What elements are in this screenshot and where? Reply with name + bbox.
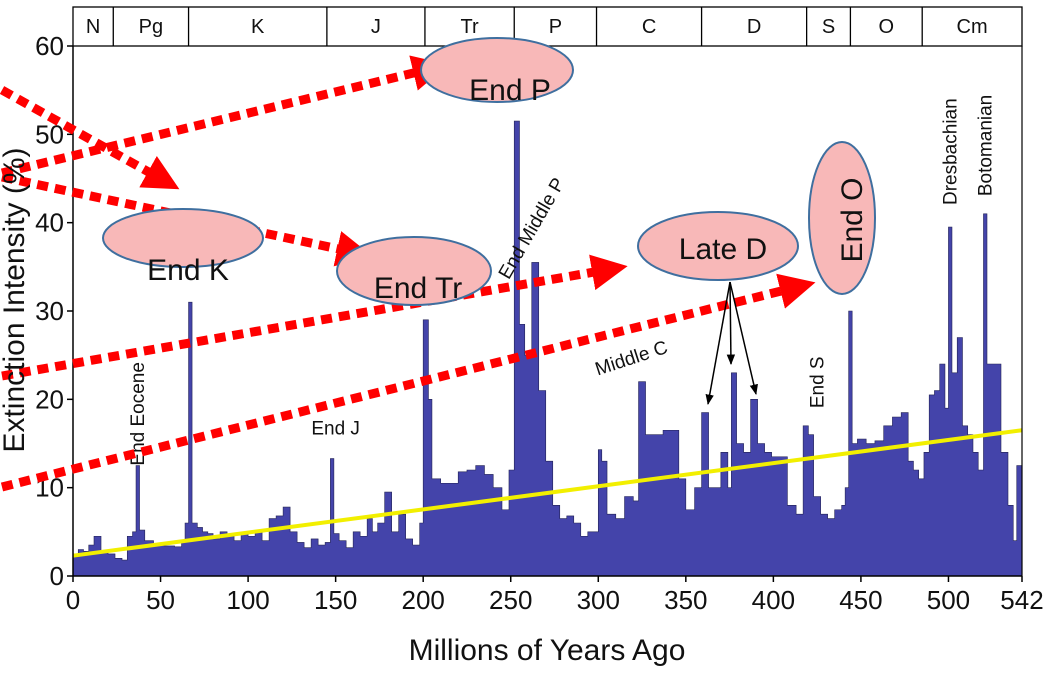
y-tick-label: 0 <box>50 561 64 591</box>
arrow-to-end-k <box>0 86 180 190</box>
callout-late-d-label: Late D <box>679 233 767 266</box>
period-label: C <box>642 16 656 38</box>
x-tick-label: 350 <box>664 585 707 615</box>
x-tick-label: 500 <box>927 585 970 615</box>
callout-end-p-label: End P <box>469 74 551 107</box>
pointer-2 <box>726 281 736 366</box>
trend-line <box>72 428 1023 558</box>
callout-end-p: End P <box>420 37 574 107</box>
x-tick-label: 100 <box>226 585 269 615</box>
late-d-pointers <box>705 281 758 406</box>
callout-end-tr-label: End Tr <box>374 272 462 305</box>
x-tick-label: 150 <box>314 585 357 615</box>
y-tick-label: 30 <box>35 296 64 326</box>
y-tick-label: 60 <box>35 31 64 61</box>
annotation-label: Dresbachian <box>940 98 961 205</box>
callout-end-k: End K <box>102 208 264 287</box>
trend-line-group <box>72 428 1023 558</box>
arrow-to-end-o <box>0 273 816 492</box>
period-label: N <box>86 16 100 38</box>
callouts: End P End K End Tr Late D End O <box>102 37 876 306</box>
annotation-label: End S <box>807 356 828 408</box>
y-tick-label: 20 <box>35 384 64 414</box>
period-label: S <box>822 16 835 38</box>
period-label: Cm <box>957 16 988 38</box>
period-label: D <box>747 16 761 38</box>
period-label: P <box>549 16 562 38</box>
x-tick-label: 450 <box>839 585 882 615</box>
period-label: K <box>251 16 265 38</box>
x-tick-label: 200 <box>401 585 444 615</box>
callout-end-o-label: End O <box>836 177 869 262</box>
period-label: O <box>879 16 895 38</box>
pointer-3 <box>729 281 758 396</box>
period-label: J <box>371 16 381 38</box>
y-tick-label: 40 <box>35 208 64 238</box>
annotation-label: End J <box>311 419 360 440</box>
annotation-label: Middle C <box>593 337 671 380</box>
annotation-label: End Eocene <box>128 362 149 466</box>
x-tick-label: 300 <box>577 585 620 615</box>
x-tick-label: 50 <box>146 585 175 615</box>
x-tick-label: 0 <box>66 585 80 615</box>
callout-end-tr: End Tr <box>336 236 492 306</box>
callout-late-d: Late D <box>637 211 799 281</box>
arrow-to-late-d <box>1 254 628 381</box>
x-tick-label: 250 <box>489 585 532 615</box>
period-bar-frame <box>72 6 1023 47</box>
pointer-1 <box>705 281 731 406</box>
period-label: Pg <box>139 16 163 38</box>
x-tick-label: 542 <box>1000 585 1043 615</box>
period-bar: N Pg K J Tr P C D S O Cm <box>72 6 1023 47</box>
y-tick-label: 50 <box>35 119 64 149</box>
period-label: Tr <box>461 16 479 38</box>
arrow-to-end-p <box>0 55 449 178</box>
callout-end-o: End O <box>808 141 876 295</box>
x-axis-label: Millions of Years Ago <box>409 634 686 667</box>
callout-end-k-label: End K <box>147 254 229 287</box>
x-tick-label: 400 <box>752 585 795 615</box>
annotation-label: Botomanian <box>975 95 996 196</box>
y-axis-label: Extinction Intensity (%) <box>0 147 31 452</box>
